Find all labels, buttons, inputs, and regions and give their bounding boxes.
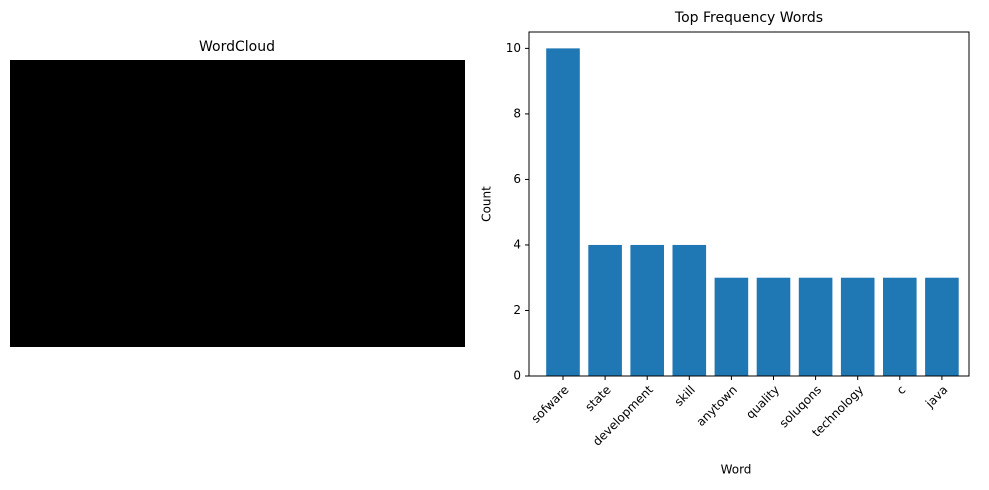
cloud-word: ai (143, 315, 155, 328)
y-tick-label: 10 (506, 41, 521, 55)
cloud-word: state (300, 217, 455, 290)
cloud-word: php (145, 277, 160, 288)
bar (588, 244, 622, 376)
cloud-word: c (20, 94, 65, 162)
cloud-word: language (420, 260, 462, 273)
plot-frame (528, 31, 970, 377)
y-axis-label: Count (480, 186, 494, 222)
wordcloud-background (10, 60, 465, 347)
bar (925, 277, 959, 376)
y-tick-label: 8 (513, 106, 521, 120)
cloud-word: computer (18, 177, 90, 196)
cloud-word: science (349, 118, 405, 136)
x-tick-label: state (582, 383, 613, 414)
cloud-word: high (15, 238, 55, 257)
cloud-word: apply (13, 258, 39, 269)
cloud-word: main (13, 264, 40, 278)
cloud-word: soluqons (280, 116, 450, 165)
cloud-word: linux (295, 260, 320, 273)
cloud-word: analysis (320, 306, 460, 344)
cloud-word: comprehensive (110, 334, 180, 345)
bar (883, 277, 917, 376)
x-tick-label: quality (743, 383, 782, 422)
x-tick-label: c (894, 383, 909, 398)
chart-title: Top Frequency Words (674, 10, 823, 26)
cloud-word: engineer (70, 63, 150, 83)
cloud-word: client (270, 331, 305, 345)
cloud-word: coding (18, 64, 60, 78)
cloud-word: skill (45, 241, 225, 311)
x-tick-label: sofware (529, 383, 572, 426)
cloud-word: conducted (130, 240, 178, 251)
cloud-word: jsp (111, 277, 127, 288)
cloud-word: degree (145, 147, 205, 165)
cloud-word: technology (65, 221, 230, 262)
cloud-word: customer (232, 318, 315, 338)
cloud-word: asp (13, 232, 29, 243)
cloud-word: doe (425, 118, 455, 137)
cloud-word: oracle (13, 282, 44, 295)
cloud-word: john (24, 200, 55, 216)
y-tick-label: 6 (513, 172, 521, 186)
bar (714, 277, 749, 376)
cloud-word: project (150, 109, 285, 144)
cloud-word: framework (35, 215, 85, 226)
x-tick-label: anytown (694, 383, 740, 429)
cloud-word: intern (35, 334, 65, 345)
wordcloud-title: WordCloud (199, 39, 275, 55)
cloud-word: mysql (360, 301, 405, 316)
bar (798, 277, 833, 376)
cloud-word: experience (370, 216, 448, 232)
cloud-word: team (340, 155, 370, 169)
cloud-word: spring (425, 234, 455, 248)
cloud-word: python (224, 63, 286, 83)
cloud-word: bachelor (233, 303, 310, 323)
cloud-word: quality (14, 284, 206, 349)
cloud-word: anytown (228, 249, 446, 314)
bar (756, 277, 791, 376)
y-tick-label: 2 (513, 303, 521, 317)
cloud-word: sofware (88, 124, 455, 236)
y-tick-label: 4 (513, 237, 521, 251)
x-tick-label: java (922, 383, 950, 411)
cloud-word: development (45, 47, 420, 136)
y-tick-label: 0 (513, 369, 521, 383)
cloud-word: eye (260, 218, 275, 229)
bar (840, 277, 875, 376)
x-axis-label: Word (721, 463, 752, 477)
bar (546, 48, 580, 376)
cloud-word: driven (37, 163, 95, 181)
bar (630, 244, 664, 376)
cloud-word: html (110, 252, 130, 263)
cloud-word: inventory (300, 61, 405, 83)
x-tick-label: skill (672, 383, 698, 409)
cloud-word: tool (205, 274, 230, 287)
cloud-word: eager (98, 239, 126, 250)
cloud-word: sql (305, 235, 320, 248)
cloud-word: management (225, 154, 284, 167)
cloud-word: email (70, 334, 100, 345)
cloud-word: chatbot (390, 155, 430, 169)
cloud-word: street (400, 335, 430, 349)
bar (672, 244, 707, 376)
cloud-word: java (64, 118, 165, 169)
